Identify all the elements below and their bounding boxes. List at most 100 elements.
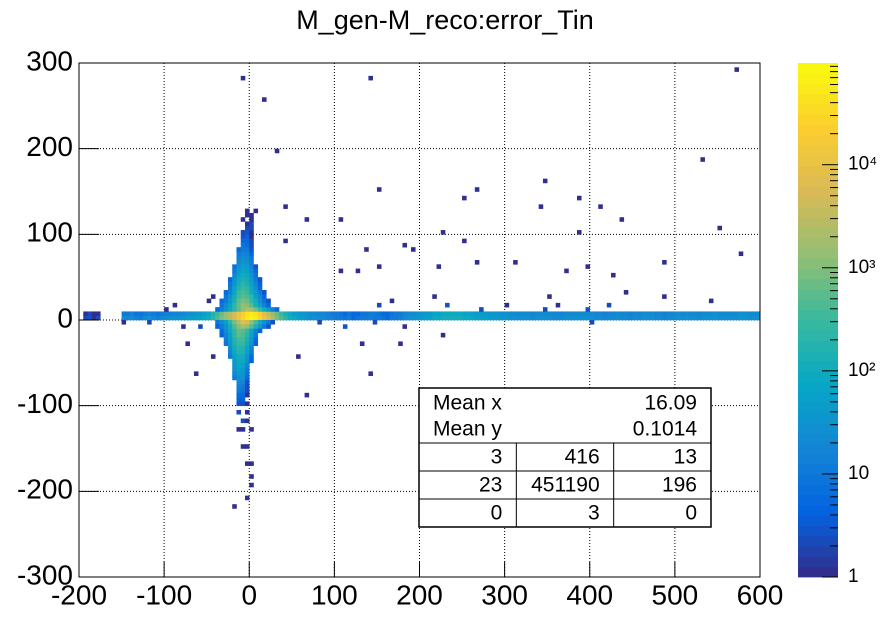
cell <box>236 358 242 364</box>
cell <box>402 324 408 329</box>
cell <box>249 272 254 278</box>
cell <box>291 315 297 321</box>
cell <box>215 324 220 329</box>
cell <box>249 217 254 222</box>
cell <box>142 315 148 321</box>
cell <box>249 277 254 282</box>
cell <box>249 315 254 321</box>
cell <box>470 315 476 321</box>
cell <box>628 311 633 317</box>
cell <box>708 315 714 321</box>
cell <box>138 315 144 321</box>
cell <box>423 311 429 317</box>
cell <box>564 311 569 317</box>
cell <box>253 341 259 346</box>
cell <box>287 311 293 317</box>
cell <box>619 315 625 321</box>
cell <box>415 315 420 321</box>
cell <box>253 337 259 342</box>
axes: -200 -100 0 100 200 300 400 500 600-300-200-1000… <box>17 45 783 610</box>
cell <box>232 277 237 282</box>
stats-frame <box>418 387 712 528</box>
cell <box>142 311 148 317</box>
cell <box>547 311 552 317</box>
cell <box>227 345 233 351</box>
cell <box>223 341 229 346</box>
cell <box>611 311 616 317</box>
cell <box>236 328 242 334</box>
cell <box>172 311 178 317</box>
cell <box>262 290 267 295</box>
cell <box>223 302 229 308</box>
cell <box>223 311 229 317</box>
cell <box>253 277 259 282</box>
cell <box>227 298 233 304</box>
cell <box>713 311 718 317</box>
color-step <box>798 525 838 537</box>
cell <box>168 315 173 321</box>
cell <box>257 281 263 287</box>
cell <box>223 320 229 325</box>
cell <box>674 311 680 317</box>
cell <box>244 307 250 312</box>
color-step <box>798 433 838 444</box>
cell <box>551 315 556 321</box>
color-bar: 1 10 10² 10³ 10⁴ <box>798 63 877 587</box>
cell <box>164 315 169 321</box>
color-step <box>798 402 838 413</box>
cell <box>636 315 642 321</box>
cell <box>270 311 276 317</box>
cell <box>623 315 629 321</box>
cell <box>257 285 263 291</box>
cell <box>176 311 182 317</box>
cell <box>244 328 250 334</box>
cell <box>436 311 442 317</box>
cell <box>198 311 203 317</box>
cell <box>440 230 446 235</box>
cell <box>223 294 229 299</box>
cell <box>185 341 190 346</box>
cell <box>244 238 250 244</box>
cell <box>479 311 484 317</box>
cell <box>244 392 250 398</box>
cell <box>491 315 497 321</box>
cell <box>402 311 408 317</box>
cell <box>249 238 254 244</box>
cell <box>368 315 373 321</box>
cell <box>538 204 544 209</box>
cell <box>253 264 259 269</box>
cell <box>474 187 480 192</box>
cell <box>666 315 671 321</box>
cell <box>193 371 199 376</box>
cell <box>121 315 127 321</box>
color-step <box>798 556 838 568</box>
cell <box>500 315 505 321</box>
cell <box>232 324 237 329</box>
cell <box>236 324 242 329</box>
cell <box>236 341 242 346</box>
cell <box>155 311 161 317</box>
cell <box>513 315 518 321</box>
cell <box>227 307 233 312</box>
cell <box>223 324 229 329</box>
cell <box>240 238 246 244</box>
cell <box>249 255 254 261</box>
cell <box>236 375 242 381</box>
cell <box>266 315 271 321</box>
cell <box>623 290 629 295</box>
y-tick-label: 0 <box>57 302 73 333</box>
cell <box>147 320 152 325</box>
cell <box>483 311 488 317</box>
cell <box>262 324 267 329</box>
cell <box>738 311 744 317</box>
cell <box>227 290 233 295</box>
cell <box>236 298 242 304</box>
cell <box>244 320 250 325</box>
cell <box>249 337 254 342</box>
cell <box>244 234 250 239</box>
cell <box>236 367 242 372</box>
cell <box>445 315 450 321</box>
cell <box>266 298 271 304</box>
cell <box>244 268 250 274</box>
cell <box>691 315 697 321</box>
